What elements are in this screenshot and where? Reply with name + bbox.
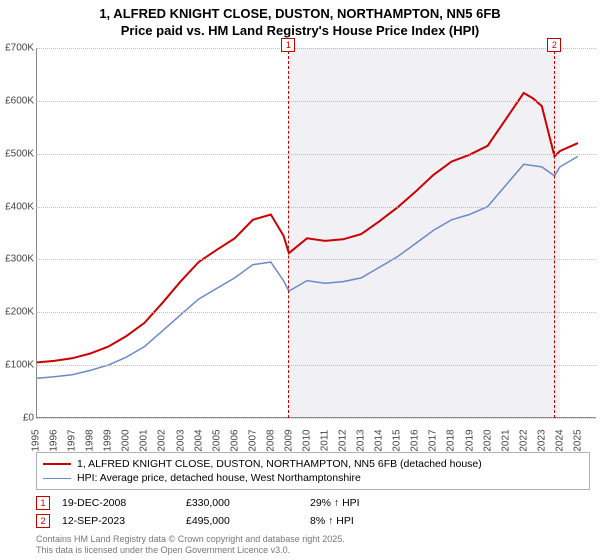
annotation-date: 19-DEC-2008 [62,497,182,509]
x-axis-label: 2003 [175,429,186,451]
x-axis-label: 2009 [283,429,294,451]
gridline-h [36,259,596,260]
annotation-date: 12-SEP-2023 [62,515,182,527]
x-axis-label: 2015 [392,429,403,451]
x-axis-label: 2006 [229,429,240,451]
marker-box: 2 [547,38,561,52]
gridline-h [36,154,596,155]
gridline-h [36,312,596,313]
y-axis-label: £500K [0,148,34,159]
x-axis-label: 2008 [265,429,276,451]
chart-title: 1, ALFRED KNIGHT CLOSE, DUSTON, NORTHAMP… [0,0,600,40]
legend: 1, ALFRED KNIGHT CLOSE, DUSTON, NORTHAMP… [36,452,590,490]
annotations: 1 19-DEC-2008 £330,000 29% ↑ HPI 2 12-SEP-202… [36,494,590,530]
marker-box: 1 [281,38,295,52]
annotation-price: £330,000 [186,497,306,509]
annotation-box: 1 [36,496,50,510]
y-axis-label: £200K [0,307,34,318]
y-axis-label: £700K [0,43,34,54]
x-axis-label: 2013 [356,429,367,451]
x-axis-label: 2019 [464,429,475,451]
x-axis-label: 2011 [320,430,331,452]
legend-swatch [43,478,71,479]
chart-area: £0£100K£200K£300K£400K£500K£600K£700K199… [36,48,596,418]
legend-label: HPI: Average price, detached house, West… [77,472,361,484]
x-axis-label: 2017 [428,429,439,451]
y-axis-label: £600K [0,95,34,106]
annotation-delta: 29% ↑ HPI [310,497,430,509]
gridline-h [36,207,596,208]
legend-swatch [43,463,71,465]
series-line [36,156,578,378]
x-axis-label: 2018 [446,429,457,451]
chart-container: 1, ALFRED KNIGHT CLOSE, DUSTON, NORTHAMP… [0,0,600,560]
x-axis-label: 2021 [500,429,511,451]
legend-row: HPI: Average price, detached house, West… [43,471,583,485]
legend-row: 1, ALFRED KNIGHT CLOSE, DUSTON, NORTHAMP… [43,457,583,471]
annotation-price: £495,000 [186,515,306,527]
x-axis-label: 1999 [103,429,114,451]
x-axis-label: 2020 [482,429,493,451]
footer-line1: Contains HM Land Registry data © Crown c… [36,534,345,545]
y-axis-label: £100K [0,360,34,371]
legend-label: 1, ALFRED KNIGHT CLOSE, DUSTON, NORTHAMP… [77,458,482,470]
x-axis-label: 2007 [247,429,258,451]
x-axis-label: 1998 [85,429,96,451]
annotation-delta: 8% ↑ HPI [310,515,430,527]
annotation-row: 1 19-DEC-2008 £330,000 29% ↑ HPI [36,494,590,512]
annotation-row: 2 12-SEP-2023 £495,000 8% ↑ HPI [36,512,590,530]
x-axis-label: 2012 [338,429,349,451]
x-axis-label: 2005 [211,429,222,451]
y-axis-label: £400K [0,201,34,212]
marker-line [554,51,555,418]
gridline-h [36,365,596,366]
annotation-box: 2 [36,514,50,528]
x-axis-label: 2002 [157,429,168,451]
marker-line [288,51,289,418]
x-axis-label: 2023 [536,429,547,451]
x-axis-label: 2022 [518,429,529,451]
title-line2: Price paid vs. HM Land Registry's House … [0,23,600,40]
y-axis [36,48,37,418]
line-svg [36,48,596,418]
x-axis-label: 1996 [49,429,60,451]
gridline-h [36,101,596,102]
x-axis-label: 2010 [301,429,312,451]
x-axis-label: 1997 [67,429,78,451]
y-axis-label: £300K [0,254,34,265]
footer: Contains HM Land Registry data © Crown c… [36,534,345,556]
x-axis-label: 2016 [410,429,421,451]
x-axis-label: 2014 [374,429,385,451]
series-line [36,93,578,363]
x-axis-label: 2004 [193,429,204,451]
gridline-h [36,48,596,49]
x-axis-label: 2001 [139,429,150,451]
x-axis-label: 1995 [31,429,42,451]
x-axis-label: 2000 [121,429,132,451]
gridline-h [36,418,596,419]
footer-line2: This data is licensed under the Open Gov… [36,545,345,556]
x-axis-label: 2025 [572,429,583,451]
x-axis-label: 2024 [554,429,565,451]
title-line1: 1, ALFRED KNIGHT CLOSE, DUSTON, NORTHAMP… [0,6,600,23]
y-axis-label: £0 [0,413,34,424]
